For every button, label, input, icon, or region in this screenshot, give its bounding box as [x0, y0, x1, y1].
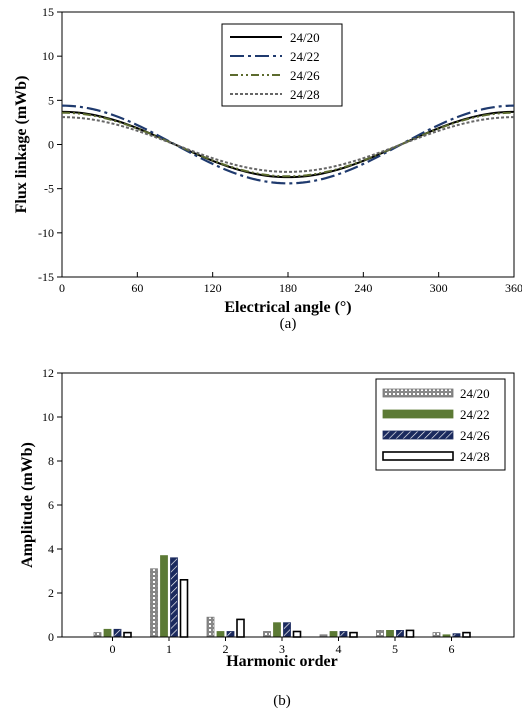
legend-swatch-b [382, 388, 454, 398]
legend-label-b: 24/20 [460, 386, 490, 401]
y-axis-label-b: Amplitude (mWb) [19, 442, 36, 568]
bar-24-28-h0 [123, 631, 132, 638]
y-tick-label-b: 0 [48, 630, 54, 644]
legend-swatch-b [382, 409, 454, 419]
bar-24-20-h0 [93, 632, 102, 638]
legend-label-b: 24/22 [460, 407, 490, 422]
legend-label-a: 24/22 [290, 49, 320, 64]
y-tick-label-b: 10 [42, 410, 54, 424]
bar-24-20-h2 [206, 616, 215, 638]
x-tick-label-b: 6 [449, 642, 455, 656]
legend-swatch-b [382, 451, 454, 461]
legend-label-b: 24/26 [460, 428, 490, 443]
x-tick-label-b: 3 [279, 642, 285, 656]
legend-a: 24/20 24/22 24/26 24/28 [221, 23, 343, 107]
legend-swatch-b [382, 430, 454, 440]
bar-24-28-h4 [349, 631, 358, 638]
x-tick-label-a: 300 [430, 281, 448, 295]
bar-24-22-h3 [273, 622, 281, 638]
caption-b: (b) [273, 693, 291, 709]
y-tick-label-b: 4 [48, 542, 54, 556]
bar-24-20-h5 [376, 630, 384, 638]
bar-24-20-h6 [432, 632, 441, 638]
y-tick-label-a: -5 [44, 182, 54, 196]
y-tick-label-b: 2 [48, 586, 54, 600]
bar-24-28-h2 [236, 618, 245, 638]
bar-24-20-h3 [263, 631, 271, 638]
bar-24-26-h2 [226, 631, 235, 638]
x-tick-label-a: 0 [59, 281, 65, 295]
bar-24-22-h2 [216, 631, 225, 638]
bar-24-26-h1 [170, 557, 178, 638]
bar-24-22-h0 [103, 628, 112, 638]
bar-24-26-h5 [396, 630, 404, 638]
bar-24-26-h0 [113, 628, 122, 638]
x-tick-label-b: 1 [166, 642, 172, 656]
x-axis-label-b: Harmonic order [226, 653, 338, 670]
y-axis-label-a: Flux linkage (mWb) [13, 76, 30, 214]
y-tick-label-a: -15 [38, 270, 54, 284]
x-tick-label-b: 5 [392, 642, 398, 656]
y-tick-label-b: 12 [42, 366, 54, 380]
legend-label-a: 24/26 [290, 68, 320, 83]
legend-label-a: 24/28 [290, 87, 320, 102]
bar-24-20-h1 [150, 568, 158, 638]
bar-24-26-h3 [283, 622, 291, 638]
y-tick-label-a: 0 [48, 138, 54, 152]
series-line-24-26 [61, 111, 515, 178]
x-tick-label-a: 180 [279, 281, 297, 295]
bar-24-28-h1 [179, 578, 189, 638]
bar-24-26-h4 [339, 631, 348, 638]
legend-label-a: 24/20 [290, 30, 320, 45]
y-tick-label-a: 10 [42, 49, 54, 63]
y-tick-label-b: 6 [48, 498, 54, 512]
legend-b: 24/20 24/22 24/26 24/28 [375, 378, 506, 471]
y-tick-label-a: -10 [38, 226, 54, 240]
x-tick-label-b: 0 [110, 642, 116, 656]
x-tick-label-a: 360 [505, 281, 522, 295]
x-tick-label-b: 2 [223, 642, 229, 656]
bar-24-22-h4 [329, 631, 338, 638]
x-axis-label-a: Electrical angle (°) [224, 299, 351, 316]
y-tick-label-a: 15 [42, 5, 54, 19]
legend-label-b: 24/28 [460, 449, 490, 464]
y-tick-label-b: 8 [48, 454, 54, 468]
bar-24-22-h5 [386, 630, 394, 638]
x-tick-label-b: 4 [336, 642, 342, 656]
bar-24-28-h6 [462, 631, 471, 638]
x-tick-label-a: 240 [354, 281, 372, 295]
bar-24-22-h1 [160, 555, 168, 638]
series-line-24-22 [61, 104, 515, 185]
x-tick-label-a: 60 [131, 281, 143, 295]
bar-24-28-h5 [405, 629, 415, 638]
series-line-24-28 [61, 116, 515, 173]
y-tick-label-a: 5 [48, 93, 54, 107]
x-tick-label-a: 120 [204, 281, 222, 295]
bar-24-28-h3 [292, 630, 302, 638]
caption-a: (a) [280, 316, 297, 332]
